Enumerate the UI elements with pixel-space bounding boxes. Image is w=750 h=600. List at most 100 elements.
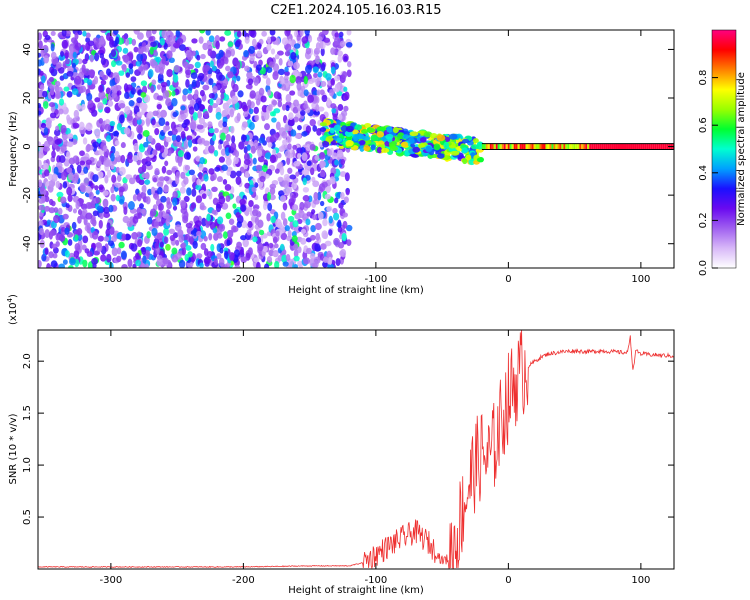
- heatmap-cell: [108, 204, 114, 213]
- heatmap-cell: [317, 106, 325, 112]
- x-tick-label: -200: [232, 274, 255, 285]
- heatmap-cell: [287, 167, 293, 174]
- spectrogram-frame: [37, 29, 675, 269]
- heatmap-cell: [418, 143, 425, 148]
- heatmap-cell: [585, 143, 588, 150]
- heatmap-cell: [140, 92, 147, 98]
- heatmap-cell: [242, 111, 249, 118]
- heatmap-cell: [640, 143, 643, 150]
- heatmap-cell: [96, 205, 104, 212]
- heatmap-cell: [212, 85, 218, 94]
- heatmap-cell: [96, 160, 102, 167]
- heatmap-cell: [142, 255, 147, 264]
- heatmap-cell: [287, 60, 294, 67]
- heatmap-cell: [240, 256, 248, 264]
- heatmap-cell: [300, 85, 306, 93]
- heatmap-cell: [252, 236, 258, 243]
- heatmap-cells: [38, 30, 674, 268]
- heatmap-cell: [543, 143, 546, 150]
- heatmap-cell: [343, 86, 348, 92]
- heatmap-cell: [279, 243, 285, 251]
- heatmap-cell: [200, 53, 206, 60]
- heatmap-cell: [215, 203, 222, 213]
- heatmap-cell: [186, 51, 194, 61]
- heatmap-cell: [141, 247, 147, 255]
- heatmap-cell: [345, 189, 350, 196]
- heatmap-cell: [218, 223, 226, 232]
- heatmap-cell: [173, 64, 181, 73]
- heatmap-cell: [216, 71, 223, 81]
- heatmap-cell: [58, 155, 66, 163]
- heatmap-cell: [322, 256, 329, 263]
- heatmap-cell: [650, 143, 653, 150]
- heatmap-cell: [53, 214, 60, 224]
- snr-y-label: SNR (10 * v/v): [8, 413, 19, 484]
- heatmap-cell: [255, 98, 261, 106]
- heatmap-cell: [321, 230, 328, 239]
- heatmap-cell: [191, 79, 197, 88]
- heatmap-cell: [102, 198, 109, 208]
- heatmap-cell: [178, 234, 185, 243]
- heatmap-cell: [69, 45, 74, 54]
- spectrogram-x-ticks: -300 -200 -100 0 100: [100, 30, 650, 285]
- heatmap-cell: [175, 176, 180, 185]
- heatmap-cell: [537, 143, 540, 150]
- heatmap-cell: [198, 171, 203, 181]
- heatmap-cell: [154, 194, 160, 200]
- heatmap-cell: [284, 123, 289, 132]
- heatmap-cell: [172, 111, 178, 118]
- heatmap-cell: [664, 143, 667, 150]
- heatmap-cell: [43, 162, 49, 171]
- heatmap-cell: [150, 85, 155, 94]
- heatmap-cell: [304, 200, 311, 209]
- heatmap-cell: [302, 186, 310, 193]
- heatmap-cell: [100, 79, 107, 86]
- heatmap-cell: [53, 166, 59, 176]
- heatmap-cell: [141, 263, 146, 268]
- heatmap-cell: [342, 220, 348, 229]
- heatmap-cell: [622, 143, 625, 150]
- heatmap-cell: [152, 177, 158, 183]
- heatmap-cell: [264, 152, 272, 160]
- heatmap-cell: [156, 258, 163, 267]
- heatmap-cell: [286, 156, 291, 166]
- heatmap-cell: [54, 80, 61, 87]
- heatmap-cell: [198, 117, 206, 125]
- heatmap-cell: [74, 75, 82, 85]
- heatmap-cell: [196, 124, 204, 130]
- heatmap-cell: [106, 222, 111, 231]
- heatmap-cell: [489, 143, 492, 150]
- heatmap-cell: [124, 91, 130, 100]
- heatmap-cell: [82, 235, 89, 244]
- heatmap-cell: [188, 84, 193, 91]
- heatmap-cell: [436, 134, 446, 142]
- heatmap-cell: [309, 252, 316, 260]
- heatmap-cell: [297, 218, 303, 224]
- heatmap-cell: [208, 168, 215, 175]
- heatmap-cell: [151, 227, 158, 237]
- heatmap-cell: [252, 204, 260, 210]
- heatmap-cell: [86, 92, 93, 102]
- heatmap-cell: [535, 143, 538, 150]
- heatmap-cell: [66, 70, 74, 77]
- heatmap-cell: [287, 230, 292, 238]
- heatmap-cell: [226, 71, 234, 79]
- heatmap-cell: [220, 148, 226, 156]
- heatmap-cell: [461, 147, 468, 153]
- heatmap-cell: [55, 180, 61, 189]
- heatmap-cell: [288, 112, 294, 120]
- heatmap-cell: [485, 143, 488, 150]
- heatmap-cell: [156, 103, 162, 110]
- heatmap-cell: [208, 35, 215, 43]
- heatmap-cell: [97, 171, 104, 179]
- heatmap-cell: [67, 133, 74, 140]
- heatmap-cell: [300, 228, 307, 235]
- heatmap-cell: [215, 53, 222, 60]
- heatmap-cell: [342, 71, 348, 79]
- heatmap-cell: [119, 166, 126, 176]
- heatmap-cell: [68, 265, 74, 268]
- heatmap-cell: [304, 30, 310, 36]
- heatmap-cell: [265, 66, 273, 73]
- heatmap-cell: [345, 140, 354, 147]
- heatmap-cell: [118, 186, 125, 193]
